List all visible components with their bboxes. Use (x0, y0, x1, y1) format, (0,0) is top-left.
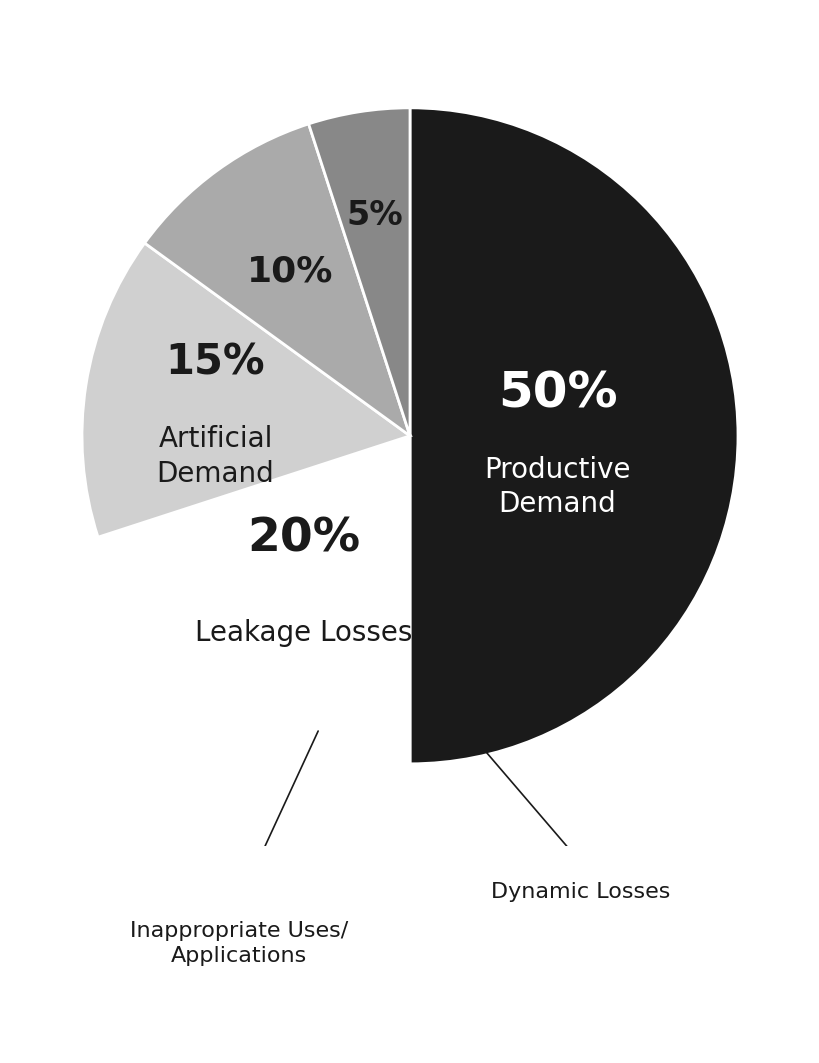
Text: Dynamic Losses: Dynamic Losses (491, 882, 669, 901)
Wedge shape (98, 436, 410, 764)
Text: 10%: 10% (247, 254, 333, 288)
Text: 20%: 20% (247, 517, 360, 561)
Wedge shape (144, 124, 410, 436)
Text: Productive
Demand: Productive Demand (484, 456, 630, 519)
Wedge shape (308, 107, 410, 436)
Text: 5%: 5% (346, 199, 403, 232)
Wedge shape (82, 243, 410, 537)
Wedge shape (410, 107, 737, 764)
Text: Artificial
Demand: Artificial Demand (156, 425, 274, 488)
Text: Inappropriate Uses/
Applications: Inappropriate Uses/ Applications (130, 922, 348, 966)
Text: 50%: 50% (497, 369, 617, 417)
Text: 15%: 15% (165, 341, 265, 384)
Text: Leakage Losses: Leakage Losses (195, 619, 412, 647)
